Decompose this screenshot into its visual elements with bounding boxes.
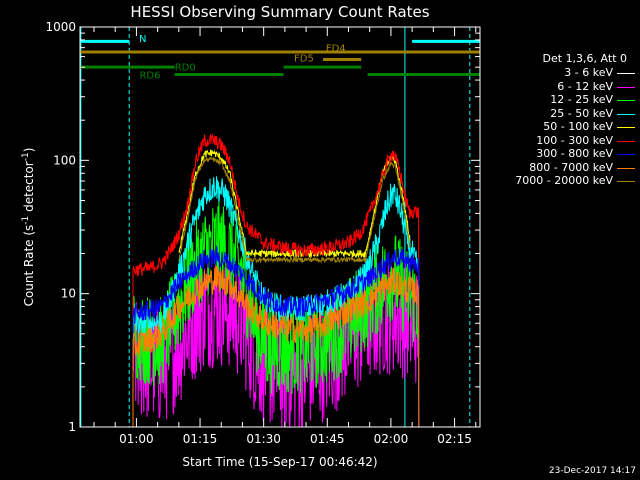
x-tick-label: 01:45 [310, 432, 345, 446]
plot-content [80, 27, 480, 427]
legend-entry: 50 - 100 keV [497, 120, 637, 134]
x-tick-label: 01:00 [119, 432, 154, 446]
legend-entry-label: 300 - 800 keV [536, 147, 613, 160]
series-line [178, 156, 411, 264]
y-tick-label: 1000 [45, 20, 76, 34]
flag-label-fd4: FD4 [326, 44, 346, 55]
plot-area: N FD4 FD5 RD0 RD6 [80, 27, 480, 427]
legend-entries: 3 - 6 keV 6 - 12 keV 12 - 25 keV 25 - 50 ke… [497, 66, 637, 188]
series-line [132, 266, 420, 427]
legend-entry-label: 100 - 300 keV [536, 133, 613, 147]
y-axis-label-sup1: -1 [21, 216, 31, 225]
legend-swatch [617, 127, 635, 128]
legend-entry: 25 - 50 keV [497, 107, 637, 121]
legend-entry-label: 3 - 6 keV [564, 66, 613, 79]
y-tick-label: 100 [53, 153, 76, 167]
y-axis-label-end: ) [22, 148, 36, 153]
legend-entry-label: 12 - 25 keV [550, 93, 613, 106]
plot-frame [79, 26, 481, 428]
legend-swatch [617, 100, 635, 101]
legend-swatch [617, 181, 635, 182]
series-line [178, 149, 411, 259]
legend-title: Det 1,3,6, Att 0 [542, 52, 627, 65]
y-tick-label: 1 [68, 420, 76, 434]
legend-entry: 12 - 25 keV [497, 93, 637, 107]
legend-entry: 800 - 7000 keV [497, 161, 637, 175]
legend-entry: 100 - 300 keV [497, 134, 637, 148]
y-axis-label: Count Rate (s-1 detector-1) [21, 148, 36, 307]
x-tick-label: 02:15 [437, 432, 472, 446]
series-line [132, 134, 420, 427]
legend-entry-label: 6 - 12 keV [557, 79, 613, 93]
y-axis-label-sup2: -1 [21, 152, 31, 161]
legend-swatch [617, 140, 635, 142]
legend-swatch [617, 113, 635, 115]
legend-swatch [617, 154, 635, 155]
legend-entry: 6 - 12 keV [497, 80, 637, 94]
legend-entry-label: 7000 - 20000 keV [515, 174, 613, 187]
x-axis-label: Start Time (15-Sep-17 00:46:42) [182, 455, 377, 469]
series-line [132, 245, 420, 427]
y-tick-label: 10 [61, 287, 76, 301]
legend-entry: 3 - 6 keV [497, 66, 637, 80]
flag-label-rd6: RD6 [139, 71, 160, 82]
legend-swatch [617, 86, 635, 88]
x-tick-label: 01:30 [246, 432, 281, 446]
legend-entry: 300 - 800 keV [497, 147, 637, 161]
legend-entry-label: 50 - 100 keV [543, 120, 613, 133]
flag-label-fd5: FD5 [294, 54, 314, 65]
y-axis-label-mid: detector [22, 161, 36, 216]
legend-entry-label: 25 - 50 keV [550, 106, 613, 120]
legend-entry: 7000 - 20000 keV [497, 174, 637, 188]
axes: 1 10 100 1000 01:00 01:15 01:30 01:45 02:00 02:15 [45, 20, 480, 446]
legend-entry-label: 800 - 7000 keV [529, 160, 613, 174]
flag-label-rd0: RD0 [175, 63, 196, 74]
x-tick-label: 02:00 [374, 432, 409, 446]
generation-timestamp: 23-Dec-2017 14:17 [548, 466, 636, 476]
legend-swatch [617, 167, 635, 169]
legend-swatch [617, 73, 635, 74]
x-tick-label: 01:15 [183, 432, 218, 446]
chart-title: HESSI Observing Summary Count Rates [130, 3, 429, 21]
y-axis-label-main: Count Rate (s [22, 225, 36, 307]
flag-label-n: N [139, 34, 146, 45]
legend: Det 1,3,6, Att 0 3 - 6 keV 6 - 12 keV 12 -… [497, 52, 637, 188]
